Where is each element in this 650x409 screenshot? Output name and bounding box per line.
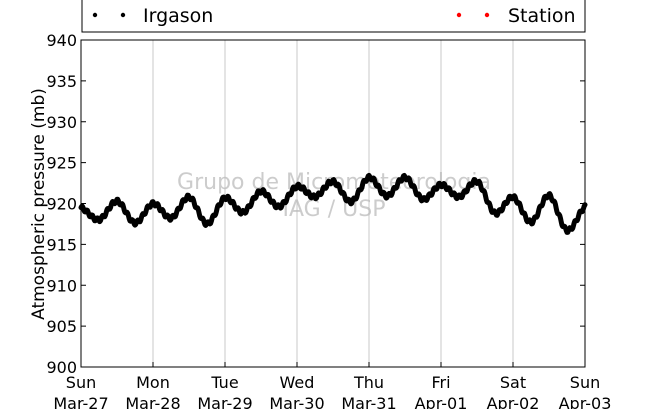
series-layer xyxy=(78,172,588,235)
series-line-irgason xyxy=(78,172,588,235)
x-tick-label-day: Wed xyxy=(280,373,315,392)
legend-label: Station xyxy=(508,5,576,27)
y-axis-label: Atmospheric pressure (mb) xyxy=(29,88,49,320)
legend-items: Irgason Station xyxy=(92,5,576,27)
x-tick-label-date: Mar-31 xyxy=(341,394,396,409)
y-tick-label: 905 xyxy=(46,317,77,336)
x-tick-label-day: Sun xyxy=(570,373,600,392)
x-tick-label-day: Tue xyxy=(210,373,238,392)
x-tick-label-date: Apr-02 xyxy=(487,394,540,409)
x-tick-label-date: Mar-27 xyxy=(53,394,108,409)
x-tick-label-date: Mar-30 xyxy=(269,394,324,409)
x-tick-label-date: Mar-28 xyxy=(125,394,180,409)
legend: Irgason Station xyxy=(81,0,586,33)
x-tick-label-date: Apr-03 xyxy=(559,394,612,409)
x-axis: Sun Mar-27 Mon Mar-28 Tue Mar-29 Wed Mar-30 Thu M… xyxy=(53,362,611,409)
legend-marker xyxy=(120,12,126,18)
legend-frame xyxy=(81,0,586,33)
y-tick-label: 940 xyxy=(46,31,77,50)
legend-label: Irgason xyxy=(143,5,213,27)
watermark-line-2: IAG / USP xyxy=(283,197,386,222)
legend-marker xyxy=(92,12,98,18)
legend-marker xyxy=(456,12,462,18)
y-tick-label: 915 xyxy=(46,235,77,254)
x-tick-label-day: Thu xyxy=(353,373,384,392)
y-tick-label: 930 xyxy=(46,113,77,132)
y-tick-label: 910 xyxy=(46,276,77,295)
y-tick-label: 920 xyxy=(46,195,77,214)
x-tick-label-day: Mon xyxy=(136,373,170,392)
plot-area xyxy=(81,40,585,367)
x-tick-label-day: Sat xyxy=(500,373,526,392)
y-axis: 900 905 910 915 920 925 930 935 940 xyxy=(46,31,585,377)
y-tick-label: 935 xyxy=(46,72,77,91)
x-tick-label-date: Mar-29 xyxy=(197,394,252,409)
y-tick-label: 925 xyxy=(46,154,77,173)
x-tick-label-day: Fri xyxy=(431,373,450,392)
x-tick-label-day: Sun xyxy=(66,373,96,392)
y-tick-label: 900 xyxy=(46,358,77,377)
x-tick-label-date: Apr-01 xyxy=(415,394,468,409)
legend-marker xyxy=(484,12,490,18)
